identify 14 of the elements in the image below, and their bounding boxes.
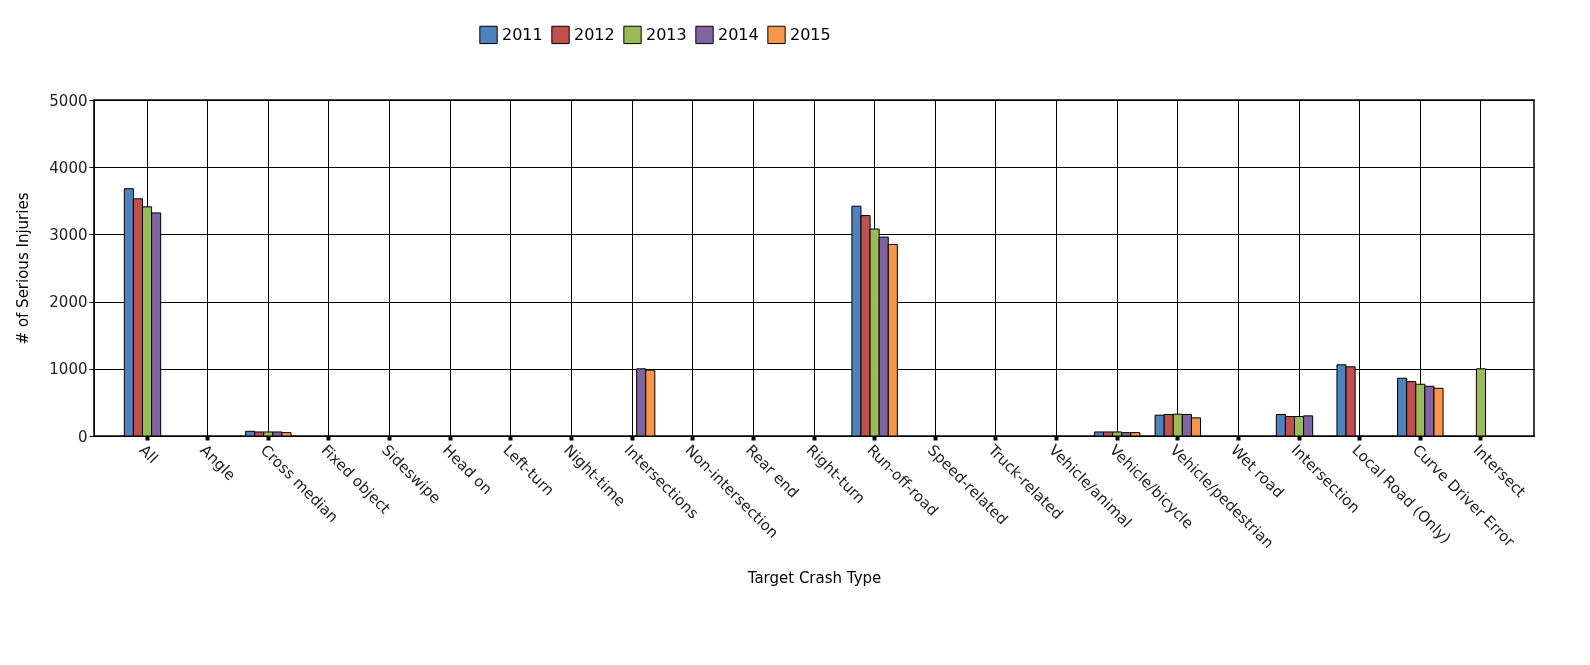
x-axis-title: Target Crash Type [746, 569, 882, 588]
y-tick-label: 0 [77, 427, 88, 446]
y-tick-label: 1000 [49, 360, 88, 379]
legend-label: 2015 [790, 24, 831, 44]
legend-label: 2013 [646, 24, 687, 44]
y-tick-label: 5000 [49, 91, 88, 110]
legend-label: 2011 [502, 24, 543, 44]
y-tick-label: 2000 [49, 293, 88, 312]
y-tick-label: 3000 [49, 225, 88, 244]
legend-label: 2014 [718, 24, 759, 44]
y-tick-label: 4000 [49, 158, 88, 177]
y-axis-title: # of Serious Injuries [14, 192, 33, 345]
x-tick-label: All [135, 441, 162, 467]
legend-label: 2012 [574, 24, 615, 44]
